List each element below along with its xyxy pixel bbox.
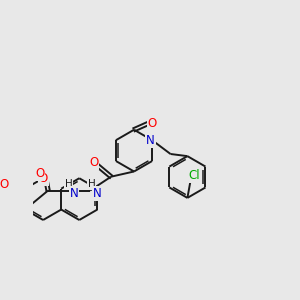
- Text: O: O: [89, 156, 98, 169]
- Text: O: O: [35, 167, 44, 180]
- Text: O: O: [38, 172, 48, 185]
- Text: H: H: [88, 179, 95, 189]
- Text: N: N: [70, 187, 78, 200]
- Text: O: O: [148, 117, 157, 130]
- Text: O: O: [0, 178, 8, 191]
- Text: N: N: [146, 134, 155, 147]
- Text: Cl: Cl: [188, 169, 200, 182]
- Text: N: N: [92, 187, 101, 200]
- Text: H: H: [65, 179, 73, 189]
